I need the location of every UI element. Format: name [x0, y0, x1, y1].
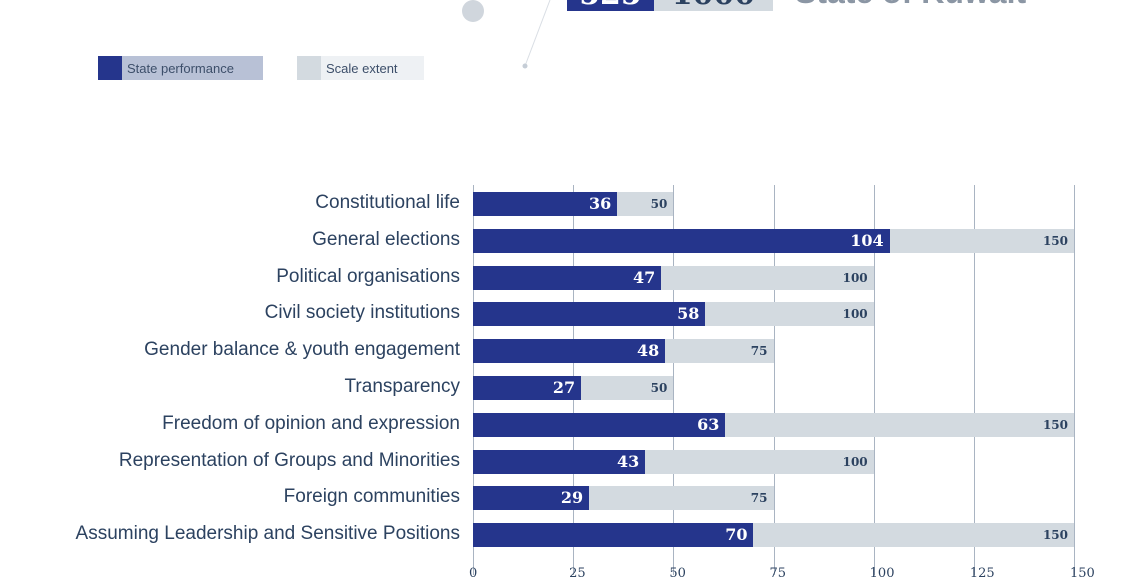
performance-bar — [473, 302, 706, 327]
scale-value: 50 — [650, 381, 668, 395]
state-total: 525 — [567, 0, 654, 11]
scale-value: 75 — [750, 491, 768, 506]
performance-bar — [473, 523, 754, 548]
x-tick-label: 125 — [969, 566, 995, 581]
category-label: Political organisations — [276, 265, 460, 287]
scale-value: 75 — [750, 344, 768, 359]
performance-value: 43 — [617, 451, 640, 471]
performance-bar — [473, 192, 618, 216]
category-label: Foreign communities — [283, 486, 460, 508]
performance-value: 58 — [677, 304, 700, 324]
category-label: Freedom of opinion and expression — [162, 412, 460, 434]
gridline — [973, 185, 975, 575]
x-tick-label: 0 — [469, 566, 478, 581]
page-title: State of Kuwait — [795, 0, 1026, 9]
gridline — [1074, 185, 1075, 575]
legend-swatch-state-performance — [98, 56, 122, 80]
performance-bar — [473, 449, 646, 474]
scale-value: 50 — [650, 197, 668, 211]
x-tick-label: 150 — [1070, 566, 1095, 581]
performance-value: 36 — [588, 194, 612, 213]
scale-value: 100 — [842, 454, 868, 469]
performance-bar — [473, 228, 890, 253]
category-label: Civil society institutions — [264, 302, 460, 324]
performance-value: 29 — [560, 488, 584, 508]
category-label: Transparency — [344, 376, 460, 397]
gridline — [873, 185, 875, 575]
decor-dot — [462, 0, 484, 22]
category-label: Gender balance & youth engagement — [144, 339, 460, 361]
performance-value: 47 — [633, 267, 656, 287]
legend-label: Scale extent — [326, 60, 398, 76]
category-label: Assuming Leadership and Sensitive Positi… — [75, 523, 460, 545]
performance-value: 63 — [697, 414, 720, 434]
performance-value: 70 — [725, 525, 748, 545]
performance-value: 104 — [850, 230, 884, 250]
scale-value: 150 — [1042, 417, 1068, 432]
scale-value: 100 — [842, 270, 868, 285]
scale-value: 150 — [1042, 233, 1068, 248]
performance-bar — [473, 376, 582, 400]
x-tick-label: 50 — [669, 566, 686, 581]
performance-bar — [473, 265, 662, 290]
category-label: Representation of Groups and Minorities — [118, 449, 460, 471]
gridline — [773, 185, 775, 575]
scale-total: 1000 — [654, 0, 773, 11]
performance-bar — [473, 339, 666, 364]
scale-value: 150 — [1042, 528, 1068, 543]
legend-scale-extent: Scale extent — [297, 56, 424, 80]
performance-bar — [473, 412, 726, 437]
performance-bar — [473, 486, 590, 511]
category-label: General elections — [312, 228, 460, 250]
performance-value: 48 — [637, 341, 660, 361]
legend-swatch-scale-extent — [297, 56, 321, 80]
legend-state-performance: State performance — [98, 56, 263, 80]
decor-line — [522, 0, 551, 69]
gridline — [673, 185, 675, 575]
x-tick-label: 25 — [569, 566, 586, 581]
legend-label: State performance — [127, 60, 234, 76]
category-label: Constitutional life — [315, 192, 460, 213]
x-tick-label: 75 — [769, 566, 787, 581]
scale-value: 100 — [842, 307, 868, 322]
x-tick-label: 100 — [869, 566, 895, 581]
performance-value: 27 — [552, 378, 576, 397]
